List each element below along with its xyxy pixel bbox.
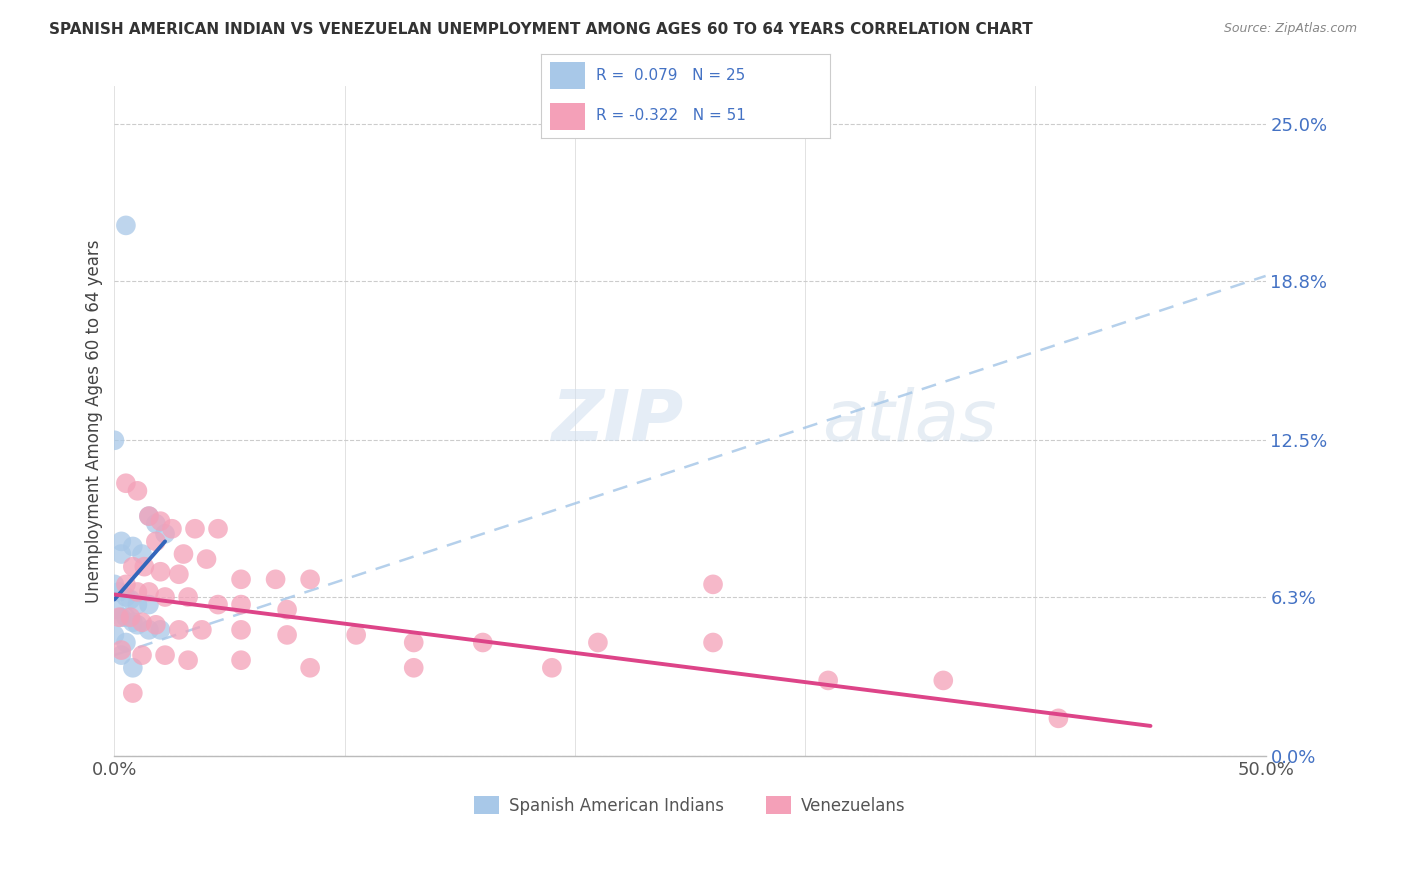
Point [229, 653, 252, 667]
Point [115, 577, 138, 591]
Point [127, 585, 149, 599]
Point [191, 623, 214, 637]
Point [184, 522, 207, 536]
Point [103, 628, 125, 642]
Point [229, 598, 252, 612]
Point [121, 661, 143, 675]
Text: atlas: atlas [823, 387, 997, 456]
Point [299, 661, 322, 675]
Point [177, 653, 200, 667]
Point [702, 635, 724, 649]
Point [173, 547, 195, 561]
Point [299, 572, 322, 586]
Point [817, 673, 839, 688]
Point [276, 602, 298, 616]
Point [541, 661, 564, 675]
Point [160, 522, 183, 536]
Point [138, 598, 160, 612]
Point [108, 610, 131, 624]
Legend: Spanish American Indians, Venezuelans: Spanish American Indians, Venezuelans [468, 789, 912, 822]
Point [402, 661, 425, 675]
Point [103, 434, 125, 448]
Point [127, 617, 149, 632]
Point [103, 602, 125, 616]
Point [121, 686, 143, 700]
Text: Source: ZipAtlas.com: Source: ZipAtlas.com [1223, 22, 1357, 36]
Point [110, 547, 132, 561]
Point [149, 623, 172, 637]
Point [167, 623, 190, 637]
Point [120, 610, 142, 624]
Point [134, 559, 156, 574]
Point [108, 585, 131, 599]
Point [153, 648, 176, 662]
Point [115, 610, 138, 624]
Point [115, 219, 138, 233]
Point [110, 643, 132, 657]
Bar [550, 103, 585, 130]
Point [115, 476, 138, 491]
Point [932, 673, 955, 688]
Point [115, 635, 138, 649]
Point [103, 577, 125, 591]
Point [264, 572, 287, 586]
Point [177, 590, 200, 604]
Point [207, 598, 229, 612]
Point [138, 585, 160, 599]
Point [149, 514, 172, 528]
Point [149, 565, 172, 579]
Point [153, 590, 176, 604]
Point [110, 534, 132, 549]
Point [344, 628, 367, 642]
Point [145, 534, 167, 549]
Point [121, 540, 143, 554]
Point [702, 577, 724, 591]
Point [138, 509, 160, 524]
Y-axis label: Unemployment Among Ages 60 to 64 years: Unemployment Among Ages 60 to 64 years [86, 240, 103, 603]
Point [586, 635, 609, 649]
Point [153, 526, 176, 541]
Point [145, 516, 167, 531]
Point [1047, 711, 1070, 725]
Text: R =  0.079   N = 25: R = 0.079 N = 25 [596, 68, 745, 83]
Point [131, 547, 153, 561]
Point [121, 615, 143, 630]
Bar [550, 62, 585, 89]
Text: SPANISH AMERICAN INDIAN VS VENEZUELAN UNEMPLOYMENT AMONG AGES 60 TO 64 YEARS COR: SPANISH AMERICAN INDIAN VS VENEZUELAN UN… [49, 22, 1033, 37]
Point [115, 590, 138, 604]
Point [127, 483, 149, 498]
Point [207, 522, 229, 536]
Point [120, 592, 142, 607]
Point [229, 572, 252, 586]
Point [195, 552, 218, 566]
Point [110, 610, 132, 624]
Point [229, 623, 252, 637]
Text: ZIP: ZIP [553, 387, 685, 456]
Point [121, 559, 143, 574]
Point [471, 635, 494, 649]
Point [131, 615, 153, 630]
Text: R = -0.322   N = 51: R = -0.322 N = 51 [596, 108, 747, 123]
Point [110, 648, 132, 662]
Point [138, 509, 160, 524]
Point [402, 635, 425, 649]
Point [167, 567, 190, 582]
Point [138, 623, 160, 637]
Point [276, 628, 298, 642]
Point [127, 598, 149, 612]
Point [131, 648, 153, 662]
Point [145, 617, 167, 632]
